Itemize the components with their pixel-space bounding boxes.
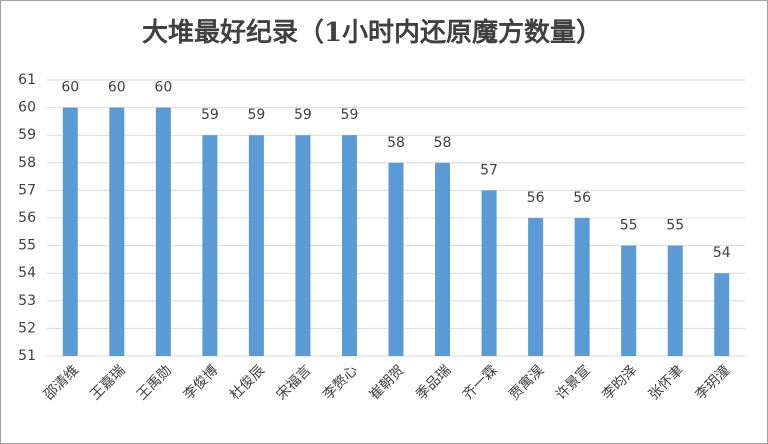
bar [341, 135, 357, 356]
data-label: 59 [341, 107, 359, 123]
y-tick-label: 54 [18, 265, 36, 281]
data-label: 58 [434, 135, 452, 151]
y-tick-label: 61 [18, 72, 36, 88]
bar [621, 245, 637, 356]
bar [248, 135, 264, 356]
data-label: 56 [527, 190, 545, 206]
data-label: 60 [61, 80, 79, 96]
chart-title: 大堆最好纪录（1小时内还原魔方数量） [142, 17, 602, 48]
data-label: 55 [666, 218, 684, 234]
bar [528, 218, 544, 356]
data-label: 54 [713, 245, 731, 261]
data-label: 56 [573, 190, 591, 206]
y-tick-label: 55 [18, 238, 36, 254]
bar [714, 273, 730, 356]
y-tick-label: 60 [18, 100, 36, 116]
bar [295, 135, 311, 356]
data-label: 60 [108, 80, 126, 96]
data-label: 55 [620, 218, 638, 234]
bar [388, 162, 404, 356]
y-tick-label: 53 [18, 293, 36, 309]
bar [435, 162, 451, 356]
y-tick-label: 57 [18, 182, 36, 198]
y-tick-label: 52 [18, 320, 36, 336]
data-label: 59 [294, 107, 312, 123]
y-tick-label: 51 [18, 348, 36, 364]
y-tick-label: 56 [18, 210, 36, 226]
bar [667, 245, 683, 356]
bar [155, 107, 171, 356]
bar [202, 135, 218, 356]
y-tick-label: 58 [18, 155, 36, 171]
bar [109, 107, 125, 356]
y-tick-label: 59 [18, 127, 36, 143]
data-label: 60 [154, 80, 172, 96]
data-label: 59 [247, 107, 265, 123]
data-label: 58 [387, 135, 405, 151]
data-label: 59 [201, 107, 219, 123]
bar [481, 190, 497, 356]
data-label: 57 [480, 162, 498, 178]
bar [62, 107, 78, 356]
bar [574, 218, 590, 356]
